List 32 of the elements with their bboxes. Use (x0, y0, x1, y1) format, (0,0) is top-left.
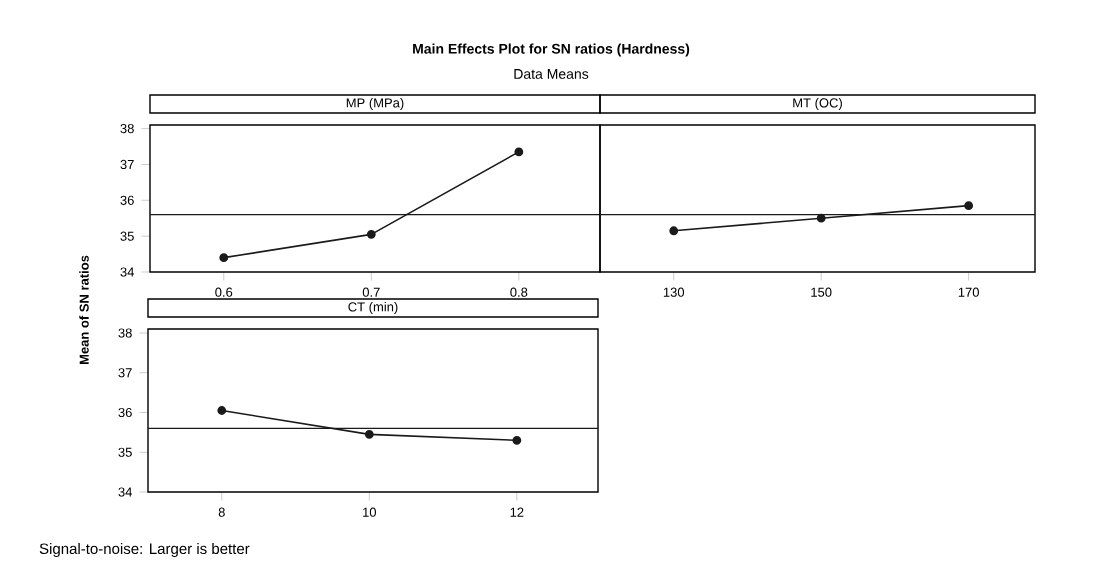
chart-title: CT (min) (348, 301, 398, 315)
text: Main Effects Plot for SN ratios (Hardness) (413, 43, 690, 57)
x-tick-label: 150 (811, 287, 832, 297)
point (364, 429, 374, 439)
text: Data Means (514, 69, 589, 79)
y-tick-label: 34 (120, 267, 135, 277)
y-tick-label: 38 (120, 123, 134, 134)
point (366, 229, 376, 239)
point (512, 435, 522, 445)
point (217, 406, 227, 415)
x-tick-label: 10 (363, 507, 377, 517)
y-tick-label: 34 (118, 487, 133, 497)
y-tick-label: 35 (118, 447, 132, 457)
x-tick-label: 170 (958, 287, 979, 297)
text: Mean of SN ratios (79, 255, 89, 365)
x-tick-label: 8 (218, 507, 225, 517)
point (514, 147, 524, 157)
text: Signal-to-noise: Larger is better (39, 543, 250, 557)
y-tick-label: 37 (118, 368, 132, 378)
y-tick-label: 36 (118, 407, 132, 418)
y-tick-label: 36 (120, 195, 134, 205)
chart-title: MT (OC) (793, 97, 842, 111)
y-tick-label: 37 (120, 159, 134, 170)
chart-title: MP (MPa) (346, 97, 404, 111)
x-tick-label: 130 (663, 287, 685, 297)
y-tick-label: 35 (120, 231, 134, 241)
y-tick-label: 38 (118, 328, 132, 338)
point (219, 253, 229, 263)
x-tick-label: 0.8 (510, 287, 528, 297)
x-tick-label: 0.7 (362, 287, 380, 297)
x-tick-label: 0.6 (215, 287, 233, 297)
x-tick-label: 12 (510, 507, 524, 517)
